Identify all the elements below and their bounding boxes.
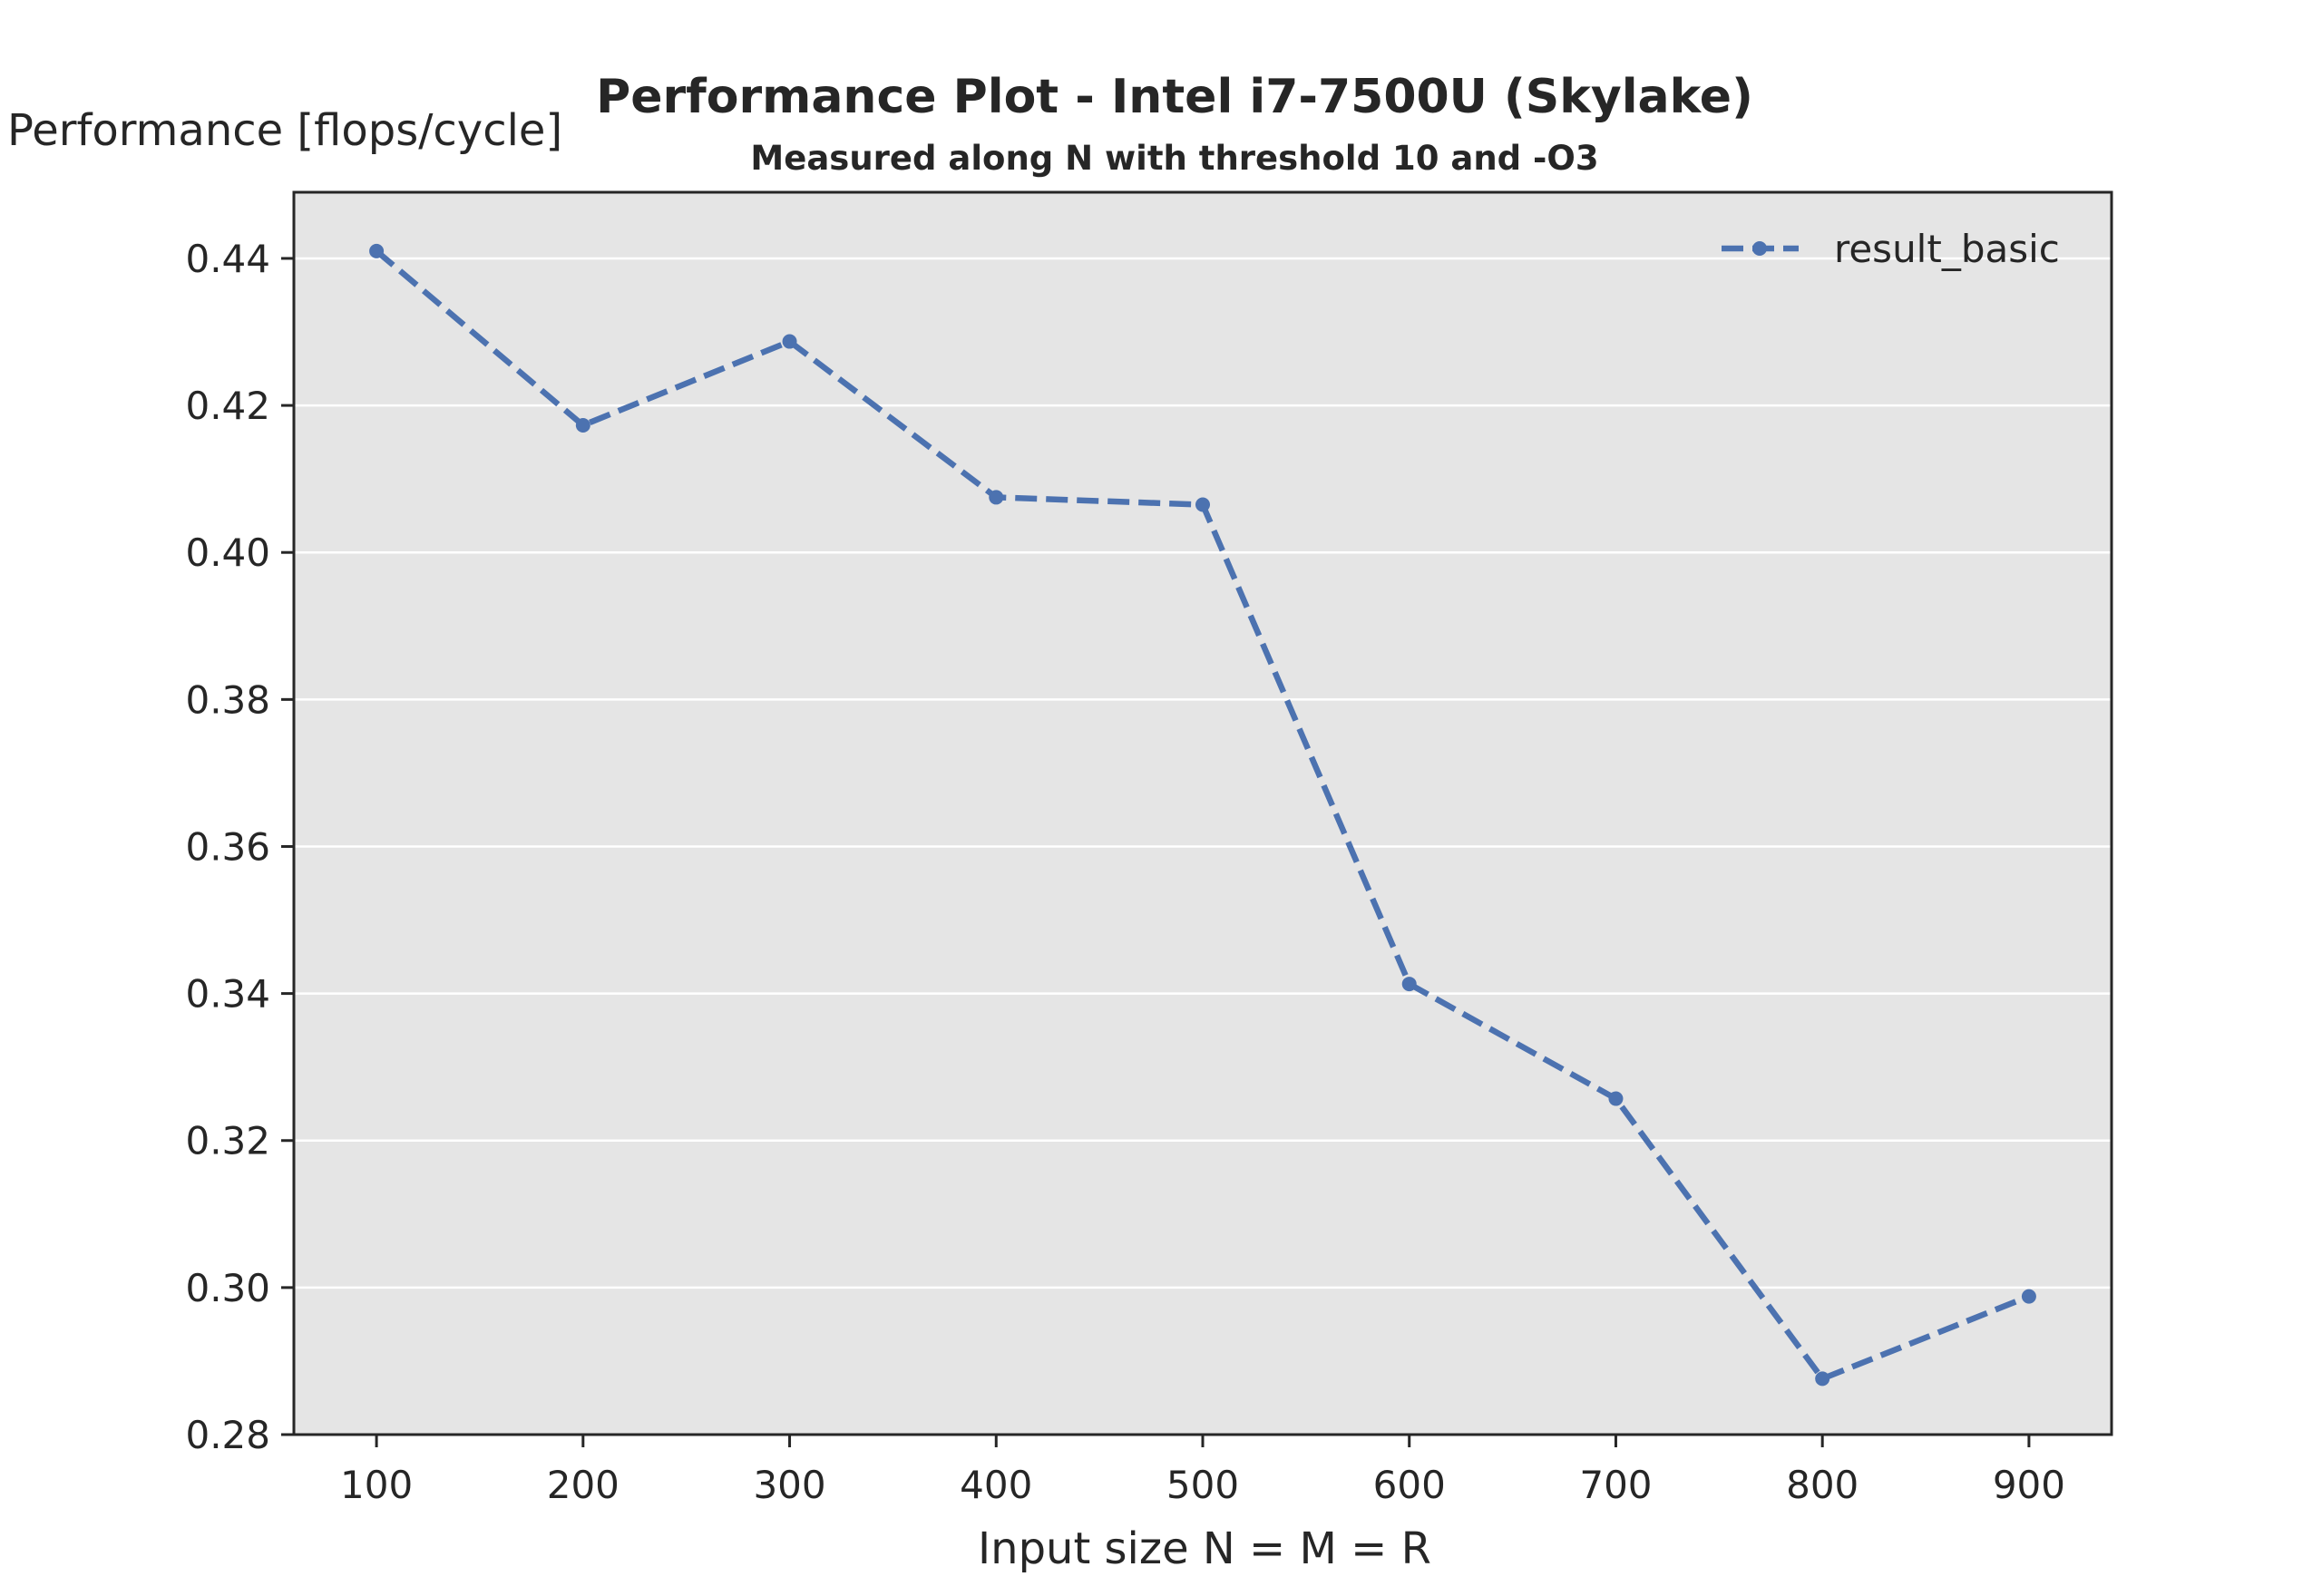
data-point bbox=[2021, 1289, 2036, 1304]
legend: result_basic bbox=[1722, 227, 2060, 271]
data-point bbox=[782, 334, 797, 349]
y-tick-label: 0.30 bbox=[185, 1266, 270, 1310]
x-tick-label: 800 bbox=[1786, 1463, 1859, 1507]
series-layer bbox=[369, 243, 2036, 1387]
x-tick-label: 200 bbox=[547, 1463, 620, 1507]
legend-label: result_basic bbox=[1834, 227, 2060, 271]
x-axis-label: Input size N = M = R bbox=[978, 1523, 1431, 1574]
data-point bbox=[369, 243, 385, 258]
data-point bbox=[1815, 1371, 1830, 1387]
y-tick-label: 0.42 bbox=[185, 384, 270, 428]
x-tick-label: 100 bbox=[340, 1463, 413, 1507]
chart-title: Performance Plot - Intel i7-7500U (Skyla… bbox=[596, 70, 1753, 124]
y-axis-label: Performance [flops/cycle] bbox=[7, 105, 562, 156]
y-tick-label: 0.28 bbox=[185, 1413, 270, 1457]
y-tick-label: 0.44 bbox=[185, 237, 270, 281]
x-axis: 100 200 300 400 500 600 700 800 900 bbox=[340, 1435, 2065, 1507]
x-tick-label: 500 bbox=[1166, 1463, 1239, 1507]
x-tick-label: 300 bbox=[753, 1463, 825, 1507]
grid-lines bbox=[294, 257, 2112, 1289]
y-tick-label: 0.40 bbox=[185, 530, 270, 575]
chart-subtitle: Measured along N with threshold 10 and -… bbox=[750, 139, 1598, 178]
data-point bbox=[1401, 977, 1417, 992]
data-point bbox=[1608, 1091, 1624, 1106]
x-tick-label: 600 bbox=[1373, 1463, 1446, 1507]
x-tick-label: 400 bbox=[960, 1463, 1032, 1507]
x-tick-label: 900 bbox=[1993, 1463, 2065, 1507]
data-point bbox=[1195, 497, 1210, 512]
x-tick-label: 700 bbox=[1579, 1463, 1652, 1507]
y-axis: 0.28 0.30 0.32 0.34 0.36 0.38 0.40 0.42 0.44 bbox=[185, 237, 294, 1457]
y-tick-label: 0.38 bbox=[185, 677, 270, 722]
legend-marker bbox=[1752, 241, 1767, 256]
y-tick-label: 0.34 bbox=[185, 972, 270, 1017]
y-tick-label: 0.36 bbox=[185, 824, 270, 869]
data-point bbox=[575, 417, 590, 433]
y-tick-label: 0.32 bbox=[185, 1119, 270, 1163]
plot-area bbox=[294, 192, 2112, 1435]
data-point bbox=[989, 490, 1004, 505]
